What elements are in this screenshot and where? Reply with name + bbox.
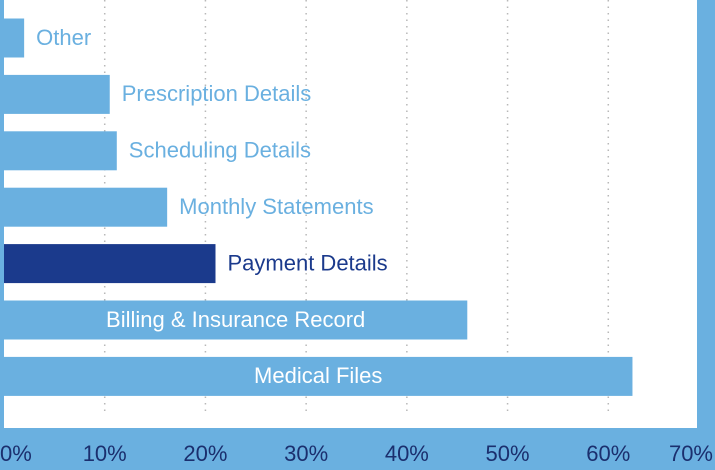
bar	[4, 356, 633, 396]
bar-label: Scheduling Details	[129, 138, 311, 163]
x-tick-label: 50%	[486, 441, 530, 466]
x-tick-label: 30%	[284, 441, 328, 466]
bar	[4, 300, 468, 340]
bar	[4, 131, 117, 171]
x-tick-label: 0%	[0, 441, 32, 466]
bar-label: Monthly Statements	[179, 194, 373, 219]
bar-label: Prescription Details	[122, 81, 312, 106]
x-tick-label: 60%	[586, 441, 630, 466]
bar	[4, 74, 110, 114]
bar	[4, 18, 25, 58]
x-tick-label: 10%	[83, 441, 127, 466]
x-tick-label: 40%	[385, 441, 429, 466]
x-tick-label: 70%	[669, 441, 713, 466]
bar-label: Other	[36, 25, 91, 50]
bar-label: Billing & Insurance Record	[106, 307, 365, 332]
bar	[4, 244, 216, 284]
bar	[4, 187, 168, 227]
bar-label: Medical Files	[254, 363, 382, 388]
x-tick-label: 20%	[183, 441, 227, 466]
bar-label: Payment Details	[228, 250, 388, 275]
